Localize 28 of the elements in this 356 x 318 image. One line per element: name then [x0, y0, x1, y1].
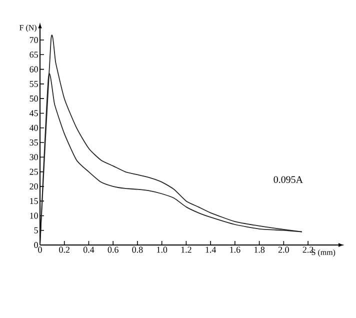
y-tick-label: 0	[34, 242, 38, 248]
y-tick-label: 35	[30, 139, 38, 146]
x-tick-label: 0.2	[59, 246, 70, 253]
y-tick-label: 30	[30, 154, 38, 160]
x-tick-label: 2.0	[278, 246, 289, 253]
y-tick-label: 55	[30, 80, 38, 87]
y-tick-label: 45	[30, 110, 38, 116]
x-tick-label: 1.2	[181, 246, 192, 253]
y-tick-label: 40	[30, 124, 38, 131]
x-tick-label: 0.8	[132, 246, 143, 253]
x-tick-label: 1.4	[206, 246, 216, 253]
y-tick-label: 20	[30, 183, 38, 190]
y-tick-label: 70	[30, 36, 38, 44]
y-tick-label: 25	[30, 168, 38, 175]
y-tick-label: 10	[30, 212, 38, 219]
y-tick-label: 60	[30, 66, 38, 72]
x-tick-label: 1.6	[230, 246, 240, 253]
y-tick-label: 50	[30, 96, 38, 102]
x-tick-label: 0.4	[83, 246, 94, 253]
x-tick-label: 2.2	[302, 246, 314, 253]
y-tick-label: 5	[34, 227, 38, 234]
y-tick-label: 15	[30, 198, 38, 204]
x-tick-label: 0.6	[108, 246, 118, 253]
x-tick-label: 1.0	[157, 246, 168, 253]
annotation: 0.095A	[274, 176, 303, 183]
x-tick-label: 0	[38, 246, 42, 253]
y-tick-label: 65	[30, 52, 38, 58]
x-tick-label: 1.8	[254, 246, 265, 253]
